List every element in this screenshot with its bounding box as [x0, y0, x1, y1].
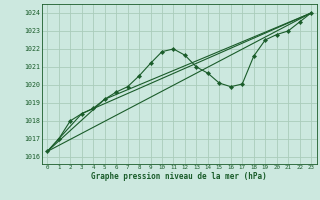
- X-axis label: Graphe pression niveau de la mer (hPa): Graphe pression niveau de la mer (hPa): [91, 172, 267, 181]
